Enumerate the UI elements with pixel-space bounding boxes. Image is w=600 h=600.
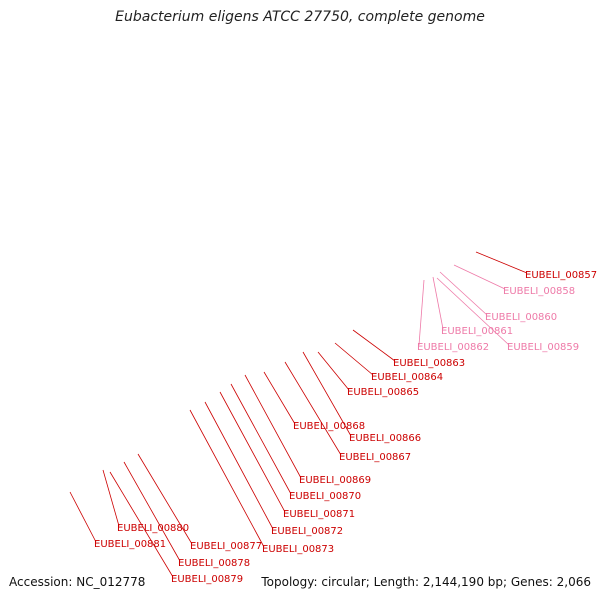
gene-label: EUBELI_00860 xyxy=(485,312,557,323)
label-leader xyxy=(204,401,274,530)
map-title: Eubacterium eligens ATCC 27750, complete… xyxy=(115,9,485,25)
label-leader xyxy=(418,279,425,346)
gene-label: EUBELI_00858 xyxy=(503,286,575,297)
gene-label: EUBELI_00881 xyxy=(94,539,166,550)
label-layer: EUBELI_00857 EUBELI_00858 EUBELI_00860 EUBE… xyxy=(69,251,597,585)
label-leader xyxy=(334,342,374,376)
gene-label: EUBELI_00871 xyxy=(283,509,355,520)
gene-label: EUBELI_00862 xyxy=(417,342,489,353)
label-leader xyxy=(453,264,506,290)
label-leader xyxy=(189,409,265,548)
label-leader xyxy=(317,351,350,391)
gene-label: EUBELI_00872 xyxy=(271,526,343,537)
label-leader xyxy=(284,361,342,456)
gene-label: EUBELI_00861 xyxy=(441,326,513,337)
label-leader xyxy=(475,251,528,274)
label-leader xyxy=(102,469,120,527)
gene-label: EUBELI_00864 xyxy=(371,372,443,383)
gene-label: EUBELI_00857 xyxy=(525,270,597,281)
label-leader xyxy=(302,351,352,437)
gene-label: EUBELI_00879 xyxy=(171,574,243,585)
gene-label: EUBELI_00870 xyxy=(289,491,361,502)
gene-label: EUBELI_00866 xyxy=(349,433,421,444)
label-leader xyxy=(432,276,444,330)
gene-label: EUBELI_00873 xyxy=(262,544,334,555)
label-leader xyxy=(436,277,510,346)
label-leader xyxy=(69,491,97,543)
label-leader xyxy=(230,383,292,495)
gene-label: EUBELI_00880 xyxy=(117,523,189,534)
label-leader xyxy=(137,453,193,545)
label-leader xyxy=(352,329,396,362)
gene-label: EUBELI_00859 xyxy=(507,342,579,353)
gene-label: EUBELI_00868 xyxy=(293,421,365,432)
label-leader xyxy=(219,391,286,513)
label-leader xyxy=(109,471,174,578)
gene-label: EUBELI_00869 xyxy=(299,475,371,486)
accession-text: Accession: NC_012778 xyxy=(9,575,146,589)
label-leader xyxy=(123,461,181,562)
gene-label: EUBELI_00878 xyxy=(178,558,250,569)
label-leader xyxy=(263,371,296,425)
genome-summary-text: Topology: circular; Length: 2,144,190 bp… xyxy=(261,575,591,589)
gene-label: EUBELI_00865 xyxy=(347,387,419,398)
label-leader xyxy=(439,271,488,316)
gene-label: EUBELI_00863 xyxy=(393,358,465,369)
gene-label: EUBELI_00867 xyxy=(339,452,411,463)
gene-label: EUBELI_00877 xyxy=(190,541,262,552)
label-leader xyxy=(244,374,302,479)
